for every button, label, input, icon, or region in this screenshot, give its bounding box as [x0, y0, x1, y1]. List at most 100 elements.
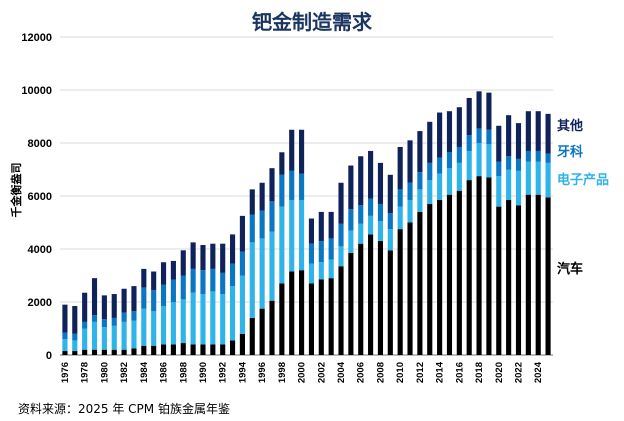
bar-segment: [239, 251, 245, 276]
bar-segment: [111, 349, 117, 355]
y-tick-labels: 0 2000 4000 6000 8000 10000 12000: [21, 32, 52, 362]
bar-segment: [338, 223, 344, 247]
bar-segment: [338, 266, 344, 355]
bar-segment: [91, 349, 98, 355]
bar-segment: [377, 221, 384, 242]
bar-segment: [170, 344, 176, 355]
bar-segment: [72, 340, 78, 352]
bar-segment: [249, 317, 255, 355]
y-tick-label: 0: [46, 350, 52, 362]
bar-segment: [279, 206, 285, 284]
series-label-other: 其他: [557, 118, 583, 134]
bar-segment: [506, 169, 512, 200]
bar-segment: [397, 189, 403, 207]
x-tick-label: 1980: [99, 362, 110, 383]
bar-segment: [299, 173, 305, 200]
bar-segment: [377, 162, 384, 204]
x-tick-label: 1976: [60, 362, 71, 383]
bar-segment: [525, 194, 531, 355]
bar-segment: [269, 168, 275, 202]
bar-segment: [160, 262, 167, 285]
x-tick-label: 2002: [316, 362, 327, 383]
bar-segment: [131, 311, 137, 321]
x-tick-labels: 1976 1978 1980 1982 1984 1986 1988 1990 1992 1994…: [60, 361, 544, 383]
bar-segment: [91, 278, 98, 316]
bar-segment: [545, 162, 551, 198]
bar-segment: [131, 348, 137, 356]
bar-segment: [200, 270, 206, 295]
y-tick-label: 12000: [21, 32, 52, 44]
y-tick-label: 2000: [28, 297, 52, 309]
bar-segment: [525, 111, 531, 151]
bar-segment: [141, 345, 147, 355]
bar-segment: [348, 165, 354, 210]
x-tick-label: 2020: [494, 362, 505, 383]
bar-segment: [62, 351, 68, 355]
bar-segment: [82, 349, 88, 355]
bar-segment: [535, 150, 541, 162]
bar-segment: [160, 305, 167, 345]
bar-segment: [170, 279, 176, 302]
bar-segment: [456, 162, 462, 191]
bar-segment: [190, 268, 196, 293]
bar-segment: [348, 230, 354, 253]
x-tick-label: 2000: [297, 362, 308, 383]
y-tick-label: 10000: [21, 85, 52, 97]
bar-segment: [377, 203, 384, 222]
bar-segment: [407, 222, 413, 355]
bar-segment: [249, 189, 255, 215]
bar-segment: [289, 199, 295, 272]
x-tick-label: 1992: [218, 362, 229, 383]
bar-segment: [397, 229, 403, 356]
bar-segment: [496, 161, 502, 177]
chart-title: 钯金制造需求: [252, 10, 372, 34]
bar-segment: [141, 287, 147, 309]
bar-segment: [249, 214, 255, 243]
bar-segment: [82, 292, 88, 322]
bar-segment: [210, 291, 216, 345]
bar-segment: [368, 150, 374, 199]
bar-segment: [515, 170, 522, 206]
series-label-dental: 牙科: [557, 144, 583, 160]
bar-segment: [348, 252, 354, 355]
bar-segment: [407, 182, 413, 200]
bar-segment: [279, 283, 285, 355]
bar-segment: [239, 275, 245, 334]
bar-segment: [101, 295, 107, 320]
bar-segment: [496, 176, 502, 207]
bar-segment: [466, 135, 472, 151]
bar-segment: [259, 182, 265, 211]
bar-segment: [229, 263, 236, 287]
bar-segment: [170, 260, 176, 280]
bar-segment: [525, 150, 531, 162]
bar-segment: [318, 279, 324, 355]
bar-segment: [515, 123, 522, 159]
bar-segment: [210, 268, 216, 292]
bar-segment: [239, 215, 245, 252]
bar-segment: [269, 231, 275, 301]
bar-segment: [397, 206, 403, 230]
bar-segment: [328, 211, 334, 239]
bar-segment: [407, 199, 413, 223]
bar-segment: [338, 182, 344, 224]
bar-segment: [72, 333, 78, 341]
bar-segment: [328, 238, 334, 260]
bar-segment: [151, 311, 157, 346]
bar-segment: [299, 199, 305, 271]
bar-segment: [62, 304, 68, 333]
bar-segment: [269, 201, 275, 232]
bar-segment: [476, 176, 482, 356]
y-tick-label: 4000: [28, 244, 52, 256]
bar-segment: [417, 131, 423, 173]
bar-segment: [486, 177, 492, 355]
x-tick-label: 2008: [375, 362, 386, 383]
bar-segment: [190, 242, 196, 269]
x-tick-label: 1998: [277, 362, 288, 383]
bar-segment: [180, 299, 186, 344]
x-tick-label: 1996: [257, 362, 268, 383]
x-tick-label: 2006: [356, 362, 367, 383]
bar-segment: [377, 241, 384, 355]
bar-segment: [446, 194, 453, 355]
bar-segment: [299, 129, 305, 174]
